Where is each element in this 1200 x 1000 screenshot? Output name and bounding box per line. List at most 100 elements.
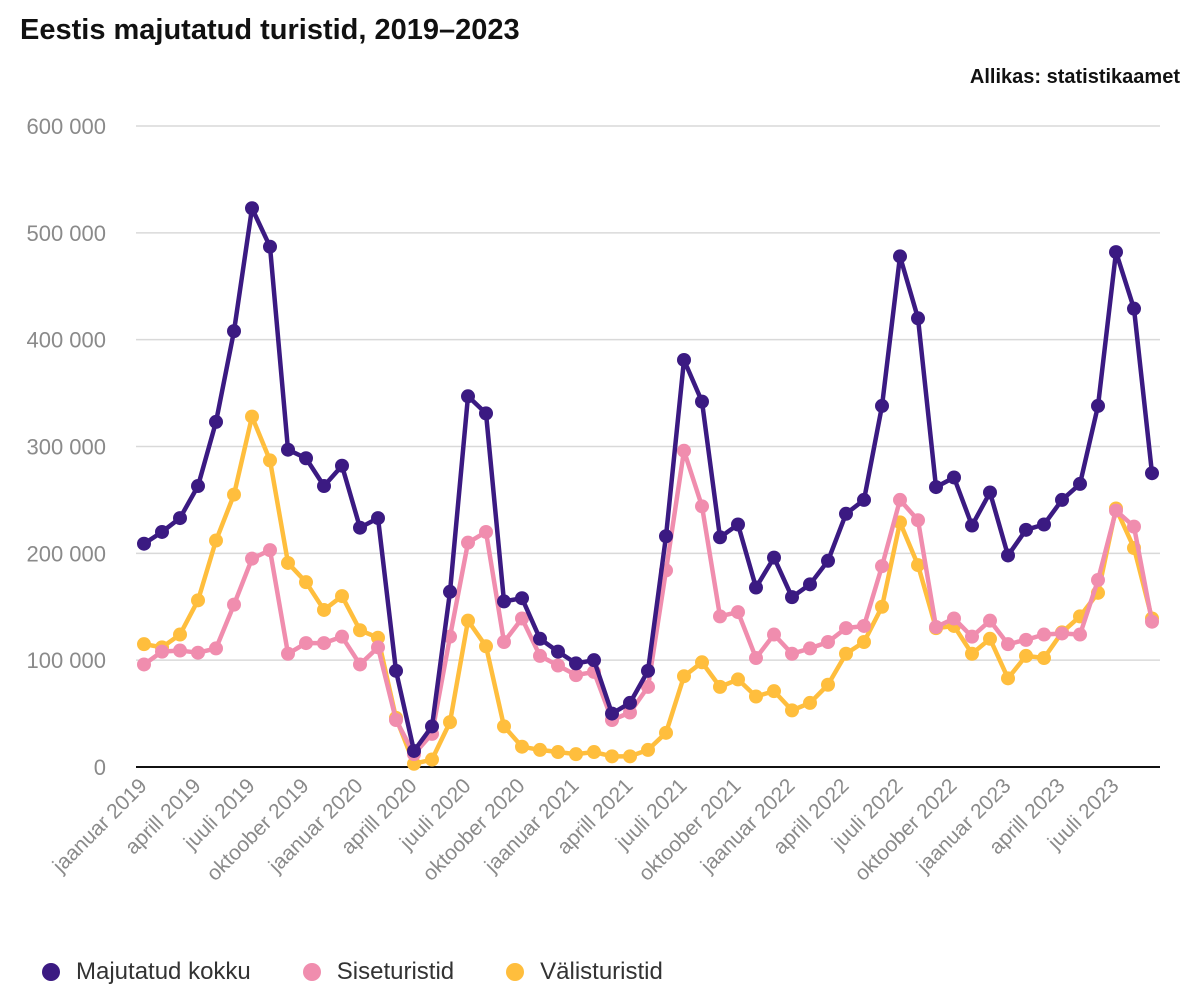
data-point-series-0 <box>803 577 817 592</box>
data-point-series-1 <box>803 641 817 656</box>
data-point-series-0 <box>1109 245 1123 260</box>
data-point-series-1 <box>767 627 781 642</box>
data-point-series-1 <box>731 605 745 620</box>
data-point-series-0 <box>587 653 601 668</box>
data-point-series-2 <box>497 719 511 734</box>
y-tick-label: 100 000 <box>26 648 106 673</box>
data-point-series-1 <box>191 645 205 660</box>
data-point-series-2 <box>965 646 979 661</box>
data-point-series-2 <box>353 623 367 638</box>
data-point-series-1 <box>515 611 529 626</box>
data-point-series-2 <box>803 695 817 710</box>
data-point-series-2 <box>479 639 493 654</box>
data-point-series-0 <box>893 249 907 264</box>
data-point-series-2 <box>515 739 529 754</box>
data-point-series-0 <box>227 324 241 339</box>
data-point-series-2 <box>641 742 655 757</box>
data-point-series-1 <box>983 613 997 628</box>
data-point-series-0 <box>821 553 835 568</box>
data-point-series-2 <box>569 747 583 762</box>
data-point-series-2 <box>227 487 241 502</box>
data-point-series-2 <box>587 745 601 760</box>
data-point-series-2 <box>839 646 853 661</box>
x-tick-label: jaanuar 2020 <box>264 774 368 878</box>
data-point-series-0 <box>1001 548 1015 563</box>
y-tick-label: 300 000 <box>26 435 106 460</box>
data-point-series-0 <box>299 451 313 466</box>
data-point-series-1 <box>137 657 151 672</box>
legend-label-total: Majutatud kokku <box>76 958 251 985</box>
data-point-series-0 <box>731 517 745 532</box>
data-point-series-0 <box>155 524 169 539</box>
data-point-series-1 <box>785 646 799 661</box>
data-point-series-1 <box>533 648 547 663</box>
data-point-series-2 <box>1037 651 1051 666</box>
data-point-series-2 <box>299 575 313 590</box>
data-point-series-0 <box>353 520 367 535</box>
y-tick-label: 0 <box>94 755 106 780</box>
data-point-series-2 <box>137 637 151 652</box>
data-point-series-1 <box>641 679 655 694</box>
data-point-series-1 <box>713 609 727 624</box>
y-tick-label: 500 000 <box>26 221 106 246</box>
data-point-series-1 <box>353 657 367 672</box>
data-point-series-1 <box>857 618 871 633</box>
data-point-series-1 <box>749 651 763 666</box>
data-point-series-2 <box>857 635 871 650</box>
data-point-series-0 <box>497 594 511 609</box>
legend-item-total: Majutatud kokku <box>42 958 251 986</box>
data-point-series-1 <box>821 635 835 650</box>
data-point-series-2 <box>875 599 889 614</box>
data-point-series-2 <box>731 672 745 687</box>
x-tick-label: jaanuar 2019 <box>48 774 152 878</box>
y-tick-label: 600 000 <box>26 114 106 139</box>
data-point-series-0 <box>281 442 295 457</box>
y-tick-label: 400 000 <box>26 328 106 353</box>
data-point-series-0 <box>263 239 277 254</box>
legend-marker-domestic <box>302 963 321 981</box>
data-point-series-0 <box>551 644 565 659</box>
data-point-series-2 <box>281 555 295 570</box>
data-point-series-0 <box>1091 398 1105 413</box>
data-point-series-1 <box>947 611 961 626</box>
data-point-series-0 <box>245 201 259 216</box>
legend-item-foreign: Välisturistid <box>506 958 663 986</box>
data-point-series-0 <box>209 414 223 429</box>
data-point-series-0 <box>1073 476 1087 491</box>
data-point-series-1 <box>695 499 709 514</box>
data-point-series-2 <box>533 742 547 757</box>
legend-label-domestic: Siseturistid <box>336 958 455 985</box>
data-point-series-0 <box>335 458 349 473</box>
data-point-series-1 <box>1145 614 1159 629</box>
x-tick-label: jaanuar 2021 <box>480 774 584 878</box>
data-point-series-1 <box>911 513 925 528</box>
data-point-series-0 <box>569 656 583 671</box>
data-point-series-1 <box>839 621 853 636</box>
data-point-series-0 <box>947 470 961 485</box>
data-point-series-0 <box>911 311 925 326</box>
data-point-series-1 <box>1037 627 1051 642</box>
data-point-series-2 <box>371 630 385 645</box>
data-point-series-0 <box>407 743 421 758</box>
data-point-series-2 <box>659 725 673 740</box>
data-point-series-2 <box>263 453 277 468</box>
data-point-series-1 <box>245 551 259 566</box>
data-point-series-2 <box>605 749 619 764</box>
y-tick-label: 200 000 <box>26 541 106 566</box>
data-point-series-2 <box>749 689 763 704</box>
data-point-series-0 <box>515 591 529 606</box>
source-label: Allikas: statistikaamet <box>969 66 1180 88</box>
data-point-series-0 <box>443 584 457 599</box>
data-point-series-0 <box>965 518 979 533</box>
data-point-series-0 <box>461 389 475 404</box>
data-point-series-0 <box>425 719 439 734</box>
data-point-series-0 <box>317 479 331 494</box>
data-point-series-2 <box>767 684 781 699</box>
data-point-series-1 <box>479 524 493 539</box>
data-point-series-1 <box>551 658 565 673</box>
data-point-series-0 <box>839 506 853 521</box>
data-point-series-0 <box>785 590 799 605</box>
data-point-series-0 <box>857 492 871 507</box>
x-tick-label: jaanuar 2022 <box>696 774 800 878</box>
